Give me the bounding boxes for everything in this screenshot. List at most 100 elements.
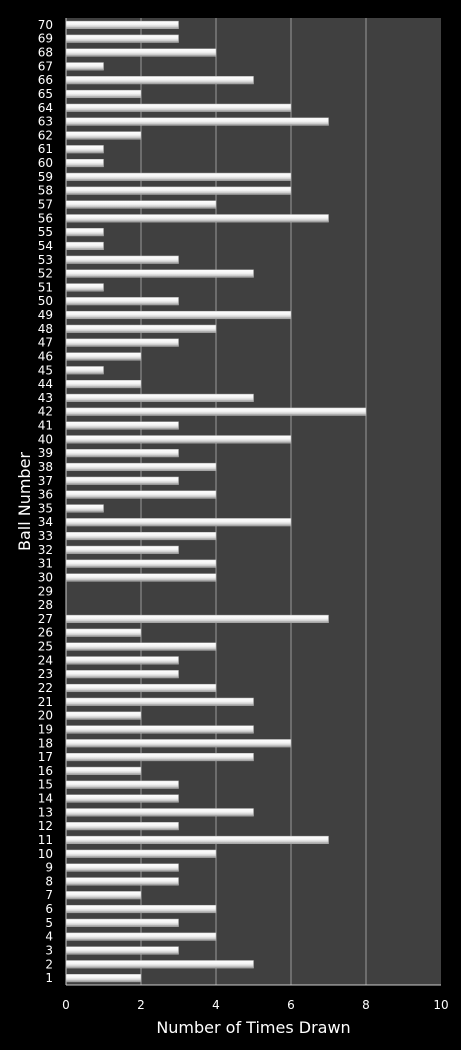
- y-tick-label: 38: [38, 460, 53, 474]
- x-tick-label: 0: [62, 998, 70, 1012]
- y-tick-label: 10: [38, 847, 53, 861]
- bar: [65, 462, 217, 472]
- bar: [65, 490, 217, 499]
- bar: [65, 974, 142, 983]
- bar: [65, 614, 329, 623]
- bar: [65, 228, 104, 237]
- y-tick-label: 7: [45, 888, 53, 902]
- y-tick-label: 58: [38, 184, 53, 198]
- y-tick-label: 16: [38, 764, 53, 778]
- y-tick-label: 6: [45, 902, 53, 916]
- bar: [65, 739, 292, 748]
- y-tick-label: 14: [38, 792, 53, 806]
- x-tick-label: 8: [362, 998, 370, 1012]
- y-tick-label: 2: [45, 957, 53, 971]
- y-tick-label: 57: [38, 197, 53, 211]
- y-tick-label: 54: [38, 239, 53, 253]
- y-tick-label: 11: [38, 833, 53, 847]
- y-tick-label: 55: [38, 225, 53, 239]
- bar: [65, 697, 254, 706]
- bar: [65, 711, 142, 720]
- y-tick-label: 37: [38, 474, 53, 488]
- y-tick-label: 61: [38, 142, 53, 156]
- y-tick-label: 44: [38, 377, 53, 391]
- bar: [65, 338, 179, 347]
- bar: [65, 628, 142, 637]
- y-tick-label: 34: [38, 515, 53, 529]
- y-tick-label: 59: [38, 170, 53, 184]
- bar: [65, 435, 292, 444]
- y-tick-label: 13: [38, 805, 53, 819]
- bar: [65, 449, 179, 458]
- y-tick-label: 30: [38, 570, 53, 584]
- bar: [65, 103, 292, 112]
- bar: [65, 573, 217, 582]
- bar: [65, 545, 179, 554]
- bars: [65, 20, 367, 983]
- y-tick-label: 8: [45, 874, 53, 888]
- y-tick-label: 15: [38, 778, 53, 792]
- x-tick-label: 6: [287, 998, 295, 1012]
- y-tick-label: 39: [38, 446, 53, 460]
- y-tick-label: 66: [38, 73, 53, 87]
- bar: [65, 407, 367, 416]
- y-tick-label: 51: [38, 280, 53, 294]
- bar: [65, 835, 329, 844]
- bar: [65, 518, 292, 527]
- y-tick-label: 47: [38, 336, 53, 350]
- bar: [65, 559, 217, 568]
- y-tick-label: 48: [38, 322, 53, 336]
- bar: [65, 766, 142, 775]
- y-tick-label: 62: [38, 128, 53, 142]
- bar: [65, 255, 179, 264]
- y-tick-labels: 1234567891011121314151617181920212223242…: [38, 18, 53, 985]
- y-axis-title: Ball Number: [15, 452, 34, 551]
- y-tick-label: 70: [38, 18, 53, 32]
- y-tick-label: 60: [38, 156, 53, 170]
- y-tick-label: 1: [45, 971, 53, 985]
- bar: [65, 822, 179, 831]
- bar: [65, 877, 179, 886]
- x-tick-labels: 0 2 4 6 8 10: [62, 998, 448, 1012]
- y-tick-label: 45: [38, 363, 53, 377]
- y-tick-label: 53: [38, 253, 53, 267]
- y-tick-label: 42: [38, 405, 53, 419]
- bar: [65, 932, 217, 941]
- y-tick-label: 26: [38, 626, 53, 640]
- bar: [65, 145, 104, 154]
- y-tick-label: 46: [38, 349, 53, 363]
- y-tick-label: 52: [38, 267, 53, 281]
- bar: [65, 380, 142, 389]
- y-tick-label: 21: [38, 695, 53, 709]
- x-tick-label: 2: [137, 998, 145, 1012]
- y-tick-label: 23: [38, 667, 53, 681]
- x-tick-label: 4: [212, 998, 220, 1012]
- bar: [65, 656, 179, 665]
- bar: [65, 904, 217, 914]
- bar: [65, 186, 292, 195]
- bar: [65, 366, 104, 375]
- bar: [65, 241, 104, 250]
- y-tick-label: 3: [45, 943, 53, 957]
- y-tick-label: 69: [38, 32, 53, 46]
- y-tick-label: 68: [38, 46, 53, 60]
- y-tick-label: 40: [38, 432, 53, 446]
- bar: [65, 476, 179, 485]
- y-tick-label: 4: [45, 930, 53, 944]
- bar: [65, 808, 254, 817]
- y-tick-label: 5: [45, 916, 53, 930]
- x-axis-title: Number of Times Drawn: [156, 1018, 350, 1037]
- bar: [65, 504, 104, 513]
- bar: [65, 89, 142, 99]
- y-tick-label: 24: [38, 653, 53, 667]
- y-tick-label: 64: [38, 101, 53, 115]
- bar: [65, 794, 179, 803]
- y-tick-label: 33: [38, 529, 53, 543]
- y-tick-label: 12: [38, 819, 53, 833]
- bar: [65, 849, 217, 858]
- y-tick-label: 36: [38, 488, 53, 502]
- x-tick-label: 10: [433, 998, 448, 1012]
- y-tick-label: 63: [38, 115, 53, 129]
- bar: [65, 117, 329, 126]
